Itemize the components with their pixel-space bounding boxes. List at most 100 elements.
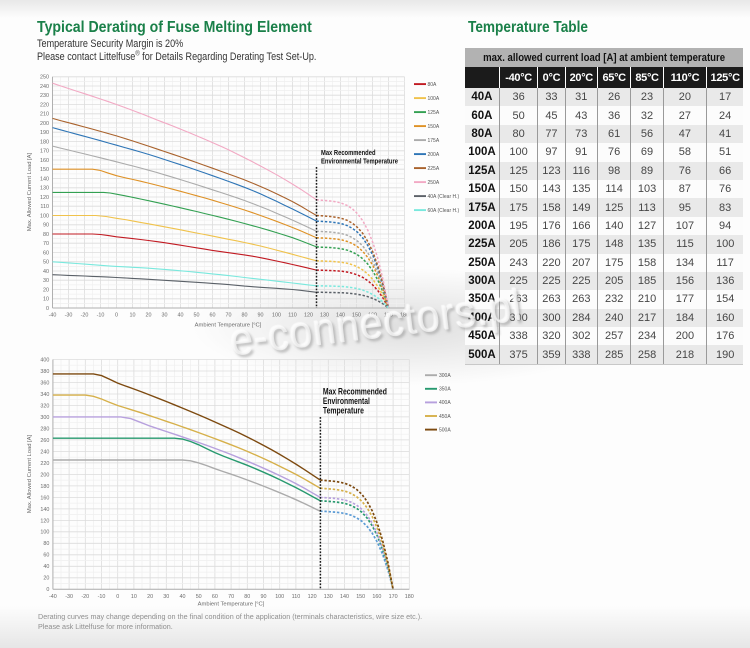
svg-text:0: 0 xyxy=(115,313,118,319)
svg-text:Ambient Temperature [°C]: Ambient Temperature [°C] xyxy=(198,602,265,608)
svg-text:500A: 500A xyxy=(439,427,451,433)
svg-text:-20: -20 xyxy=(81,594,89,600)
svg-text:20: 20 xyxy=(147,594,153,600)
svg-text:200A: 200A xyxy=(428,152,440,158)
svg-text:140: 140 xyxy=(336,313,345,319)
svg-text:175A: 175A xyxy=(428,138,440,144)
svg-text:200: 200 xyxy=(40,121,49,127)
svg-text:10: 10 xyxy=(43,297,49,303)
svg-text:20: 20 xyxy=(43,576,49,582)
svg-text:80: 80 xyxy=(43,541,49,547)
svg-text:70: 70 xyxy=(226,313,232,319)
svg-text:80: 80 xyxy=(244,594,250,600)
svg-text:Max. Allowed Current Load [A]: Max. Allowed Current Load [A] xyxy=(27,152,33,231)
svg-text:120: 120 xyxy=(308,594,317,600)
svg-text:160: 160 xyxy=(368,313,377,319)
svg-text:20: 20 xyxy=(146,313,152,319)
svg-text:60: 60 xyxy=(43,250,49,256)
svg-text:160: 160 xyxy=(40,158,49,164)
svg-text:80: 80 xyxy=(242,313,248,319)
svg-text:130: 130 xyxy=(324,594,333,600)
svg-text:-10: -10 xyxy=(97,313,105,319)
svg-text:130: 130 xyxy=(40,186,49,192)
svg-text:150A: 150A xyxy=(428,124,440,130)
svg-text:120: 120 xyxy=(40,518,49,524)
svg-text:40: 40 xyxy=(43,269,49,275)
svg-text:380: 380 xyxy=(40,369,49,375)
svg-text:40: 40 xyxy=(43,564,49,570)
svg-text:80A: 80A xyxy=(428,82,438,88)
svg-text:90: 90 xyxy=(258,313,264,319)
svg-text:-30: -30 xyxy=(65,313,73,319)
svg-text:170: 170 xyxy=(384,313,393,319)
svg-text:30: 30 xyxy=(163,594,169,600)
svg-text:Max. Allowed Current Load [A]: Max. Allowed Current Load [A] xyxy=(27,434,33,513)
svg-text:40A (Clear H.): 40A (Clear H.) xyxy=(428,194,460,200)
svg-text:350A: 350A xyxy=(439,387,451,393)
svg-text:10: 10 xyxy=(131,594,137,600)
svg-text:140: 140 xyxy=(40,507,49,513)
svg-text:20: 20 xyxy=(43,287,49,293)
svg-text:100: 100 xyxy=(272,313,281,319)
svg-text:300A: 300A xyxy=(439,373,451,379)
svg-text:100: 100 xyxy=(275,594,284,600)
svg-text:30: 30 xyxy=(162,313,168,319)
svg-text:450A: 450A xyxy=(439,414,451,420)
svg-text:60: 60 xyxy=(43,553,49,559)
svg-text:100: 100 xyxy=(40,213,49,219)
svg-text:250: 250 xyxy=(40,75,49,81)
svg-text:180: 180 xyxy=(400,313,409,319)
svg-text:225A: 225A xyxy=(428,166,440,172)
svg-text:170: 170 xyxy=(389,594,398,600)
svg-text:40: 40 xyxy=(180,594,186,600)
svg-text:125A: 125A xyxy=(428,110,440,116)
svg-text:Max Recommended: Max Recommended xyxy=(321,148,376,157)
svg-text:60: 60 xyxy=(210,313,216,319)
svg-text:150: 150 xyxy=(40,167,49,173)
svg-text:Max Recommended: Max Recommended xyxy=(323,387,387,397)
svg-text:-20: -20 xyxy=(81,313,89,319)
svg-text:400: 400 xyxy=(40,357,49,363)
svg-text:120: 120 xyxy=(304,313,313,319)
svg-text:70: 70 xyxy=(228,594,234,600)
svg-text:150: 150 xyxy=(356,594,365,600)
svg-text:90: 90 xyxy=(43,223,49,229)
svg-text:10: 10 xyxy=(130,313,136,319)
svg-text:140: 140 xyxy=(40,176,49,182)
svg-text:90: 90 xyxy=(261,594,267,600)
svg-text:-30: -30 xyxy=(65,594,73,600)
svg-text:100: 100 xyxy=(40,530,49,536)
svg-text:50: 50 xyxy=(196,594,202,600)
svg-text:300: 300 xyxy=(40,415,49,421)
svg-text:220: 220 xyxy=(40,461,49,467)
svg-text:320: 320 xyxy=(40,403,49,409)
svg-text:0: 0 xyxy=(116,594,119,600)
svg-text:340: 340 xyxy=(40,392,49,398)
svg-text:140: 140 xyxy=(340,594,349,600)
svg-text:260: 260 xyxy=(40,438,49,444)
svg-text:160: 160 xyxy=(40,495,49,501)
svg-text:40: 40 xyxy=(178,313,184,319)
svg-text:240: 240 xyxy=(40,449,49,455)
svg-text:-10: -10 xyxy=(98,594,106,600)
svg-text:230: 230 xyxy=(40,93,49,99)
svg-text:240: 240 xyxy=(40,84,49,90)
svg-text:150: 150 xyxy=(352,313,361,319)
svg-text:110: 110 xyxy=(292,594,301,600)
svg-text:130: 130 xyxy=(320,313,329,319)
svg-text:70: 70 xyxy=(43,241,49,247)
svg-text:50: 50 xyxy=(194,313,200,319)
svg-text:-40: -40 xyxy=(49,594,57,600)
svg-text:80: 80 xyxy=(43,232,49,238)
svg-text:180: 180 xyxy=(40,484,49,490)
svg-text:200: 200 xyxy=(40,472,49,478)
svg-text:50: 50 xyxy=(43,260,49,266)
svg-text:Environmental: Environmental xyxy=(323,396,370,406)
svg-text:180: 180 xyxy=(40,139,49,145)
svg-text:100A: 100A xyxy=(428,96,440,102)
svg-text:280: 280 xyxy=(40,426,49,432)
svg-text:210: 210 xyxy=(40,112,49,118)
svg-text:Ambient Temperature [°C]: Ambient Temperature [°C] xyxy=(195,323,262,329)
svg-text:190: 190 xyxy=(40,130,49,136)
svg-text:60: 60 xyxy=(212,594,218,600)
